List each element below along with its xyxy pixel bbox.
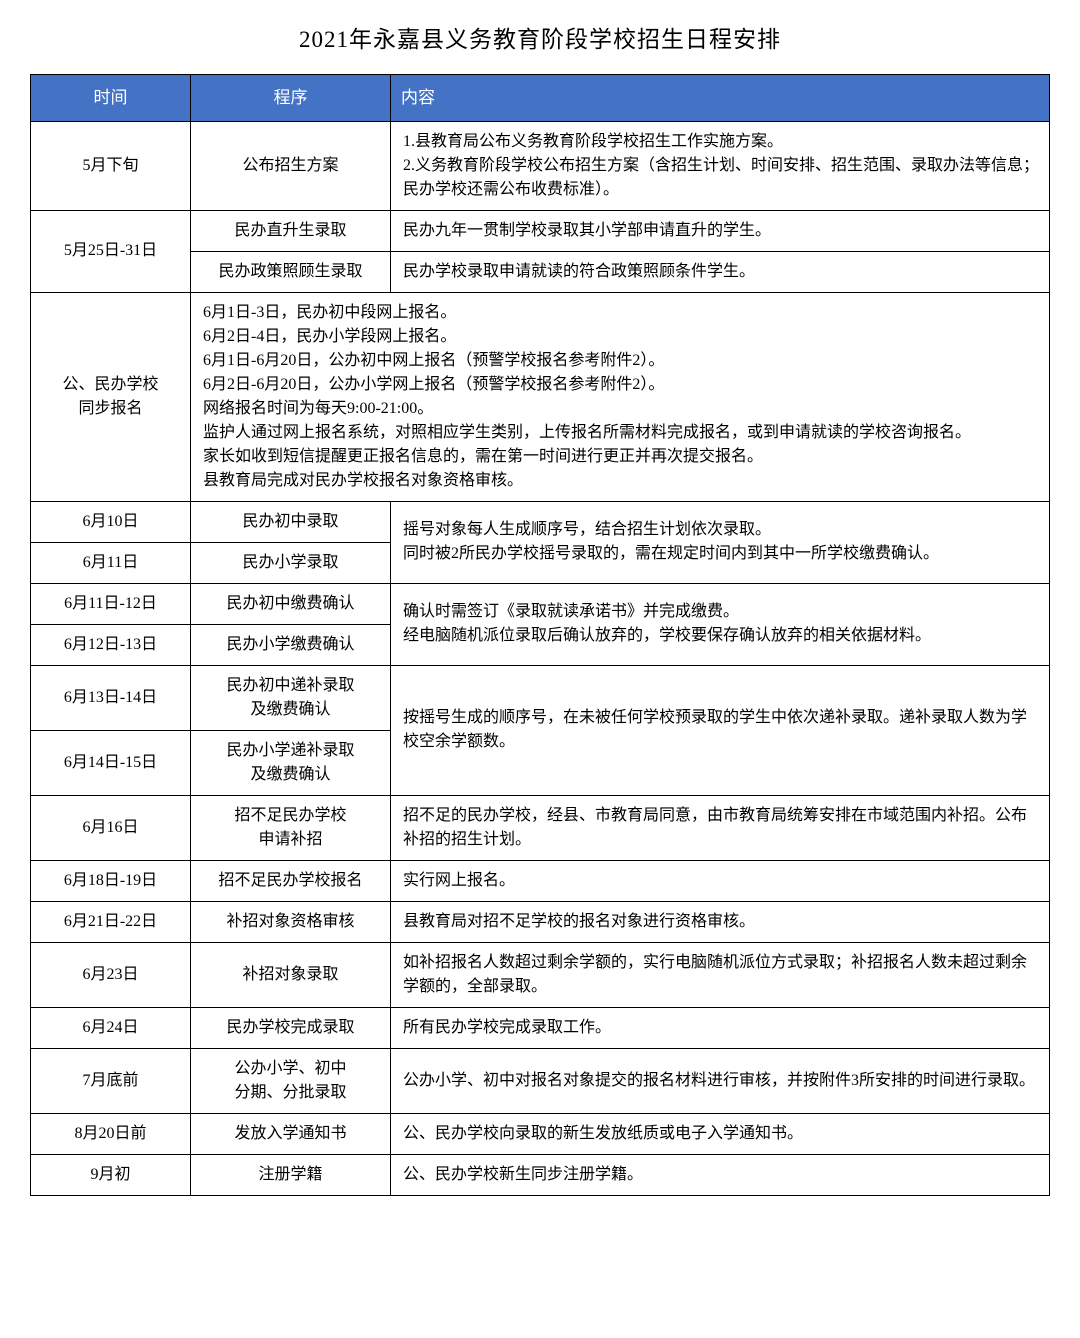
table-row: 6月13日-14日 民办初中递补录取及缴费确认 按摇号生成的顺序号，在未被任何学… (31, 665, 1050, 730)
cell-proc: 民办初中递补录取及缴费确认 (191, 665, 391, 730)
cell-proc: 注册学籍 (191, 1154, 391, 1195)
cell-time: 5月25日-31日 (31, 210, 191, 292)
cell-content: 县教育局对招不足学校的报名对象进行资格审核。 (391, 901, 1050, 942)
cell-time: 6月18日-19日 (31, 860, 191, 901)
cell-proc: 民办初中录取 (191, 501, 391, 542)
cell-content: 1.县教育局公布义务教育阶段学校招生工作实施方案。2.义务教育阶段学校公布招生方… (391, 121, 1050, 210)
cell-time: 8月20日前 (31, 1113, 191, 1154)
table-row: 5月下旬 公布招生方案 1.县教育局公布义务教育阶段学校招生工作实施方案。2.义… (31, 121, 1050, 210)
cell-time: 5月下旬 (31, 121, 191, 210)
page-title: 2021年永嘉县义务教育阶段学校招生日程安排 (30, 20, 1050, 54)
table-row: 8月20日前 发放入学通知书 公、民办学校向录取的新生发放纸质或电子入学通知书。 (31, 1113, 1050, 1154)
cell-time: 公、民办学校同步报名 (31, 292, 191, 501)
table-row: 6月11日-12日 民办初中缴费确认 确认时需签订《录取就读承诺书》并完成缴费。… (31, 583, 1050, 624)
cell-time: 6月14日-15日 (31, 730, 191, 795)
cell-content: 招不足的民办学校，经县、市教育局同意，由市教育局统筹安排在市域范围内补招。公布补… (391, 795, 1050, 860)
cell-content: 摇号对象每人生成顺序号，结合招生计划依次录取。同时被2所民办学校摇号录取的，需在… (391, 501, 1050, 583)
cell-content: 6月1日-3日，民办初中段网上报名。6月2日-4日，民办小学段网上报名。6月1日… (191, 292, 1050, 501)
cell-content: 如补招报名人数超过剩余学额的，实行电脑随机派位方式录取；补招报名人数未超过剩余学… (391, 942, 1050, 1007)
header-time: 时间 (31, 75, 191, 122)
cell-proc: 公布招生方案 (191, 121, 391, 210)
cell-proc: 民办小学录取 (191, 542, 391, 583)
table-row: 6月10日 民办初中录取 摇号对象每人生成顺序号，结合招生计划依次录取。同时被2… (31, 501, 1050, 542)
cell-time: 9月初 (31, 1154, 191, 1195)
cell-proc: 补招对象资格审核 (191, 901, 391, 942)
cell-proc: 民办小学递补录取及缴费确认 (191, 730, 391, 795)
cell-content: 所有民办学校完成录取工作。 (391, 1007, 1050, 1048)
table-row: 7月底前 公办小学、初中分期、分批录取 公办小学、初中对报名对象提交的报名材料进… (31, 1048, 1050, 1113)
cell-time: 6月21日-22日 (31, 901, 191, 942)
cell-proc: 公办小学、初中分期、分批录取 (191, 1048, 391, 1113)
header-procedure: 程序 (191, 75, 391, 122)
schedule-table: 时间 程序 内容 5月下旬 公布招生方案 1.县教育局公布义务教育阶段学校招生工… (30, 74, 1050, 1196)
cell-proc: 民办初中缴费确认 (191, 583, 391, 624)
cell-proc: 补招对象录取 (191, 942, 391, 1007)
cell-proc: 民办政策照顾生录取 (191, 251, 391, 292)
table-header-row: 时间 程序 内容 (31, 75, 1050, 122)
cell-proc: 发放入学通知书 (191, 1113, 391, 1154)
cell-proc: 民办学校完成录取 (191, 1007, 391, 1048)
cell-time: 6月11日-12日 (31, 583, 191, 624)
cell-time: 6月12日-13日 (31, 624, 191, 665)
cell-proc: 招不足民办学校报名 (191, 860, 391, 901)
cell-content: 按摇号生成的顺序号，在未被任何学校预录取的学生中依次递补录取。递补录取人数为学校… (391, 665, 1050, 795)
cell-content: 确认时需签订《录取就读承诺书》并完成缴费。经电脑随机派位录取后确认放弃的，学校要… (391, 583, 1050, 665)
cell-content: 公、民办学校新生同步注册学籍。 (391, 1154, 1050, 1195)
table-row: 6月21日-22日 补招对象资格审核 县教育局对招不足学校的报名对象进行资格审核… (31, 901, 1050, 942)
cell-time: 6月24日 (31, 1007, 191, 1048)
cell-time: 6月10日 (31, 501, 191, 542)
table-row: 6月24日 民办学校完成录取 所有民办学校完成录取工作。 (31, 1007, 1050, 1048)
cell-time: 6月16日 (31, 795, 191, 860)
cell-time: 6月23日 (31, 942, 191, 1007)
cell-time: 7月底前 (31, 1048, 191, 1113)
cell-proc: 民办直升生录取 (191, 210, 391, 251)
table-row: 6月23日 补招对象录取 如补招报名人数超过剩余学额的，实行电脑随机派位方式录取… (31, 942, 1050, 1007)
cell-content: 公、民办学校向录取的新生发放纸质或电子入学通知书。 (391, 1113, 1050, 1154)
table-row: 6月16日 招不足民办学校申请补招 招不足的民办学校，经县、市教育局同意，由市教… (31, 795, 1050, 860)
cell-content: 民办九年一贯制学校录取其小学部申请直升的学生。 (391, 210, 1050, 251)
table-row: 9月初 注册学籍 公、民办学校新生同步注册学籍。 (31, 1154, 1050, 1195)
cell-proc: 招不足民办学校申请补招 (191, 795, 391, 860)
cell-time: 6月11日 (31, 542, 191, 583)
header-content: 内容 (391, 75, 1050, 122)
cell-proc: 民办小学缴费确认 (191, 624, 391, 665)
cell-content: 实行网上报名。 (391, 860, 1050, 901)
table-row: 6月18日-19日 招不足民办学校报名 实行网上报名。 (31, 860, 1050, 901)
cell-content: 民办学校录取申请就读的符合政策照顾条件学生。 (391, 251, 1050, 292)
cell-time: 6月13日-14日 (31, 665, 191, 730)
table-row: 公、民办学校同步报名 6月1日-3日，民办初中段网上报名。6月2日-4日，民办小… (31, 292, 1050, 501)
cell-content: 公办小学、初中对报名对象提交的报名材料进行审核，并按附件3所安排的时间进行录取。 (391, 1048, 1050, 1113)
table-row: 5月25日-31日 民办直升生录取 民办九年一贯制学校录取其小学部申请直升的学生… (31, 210, 1050, 251)
